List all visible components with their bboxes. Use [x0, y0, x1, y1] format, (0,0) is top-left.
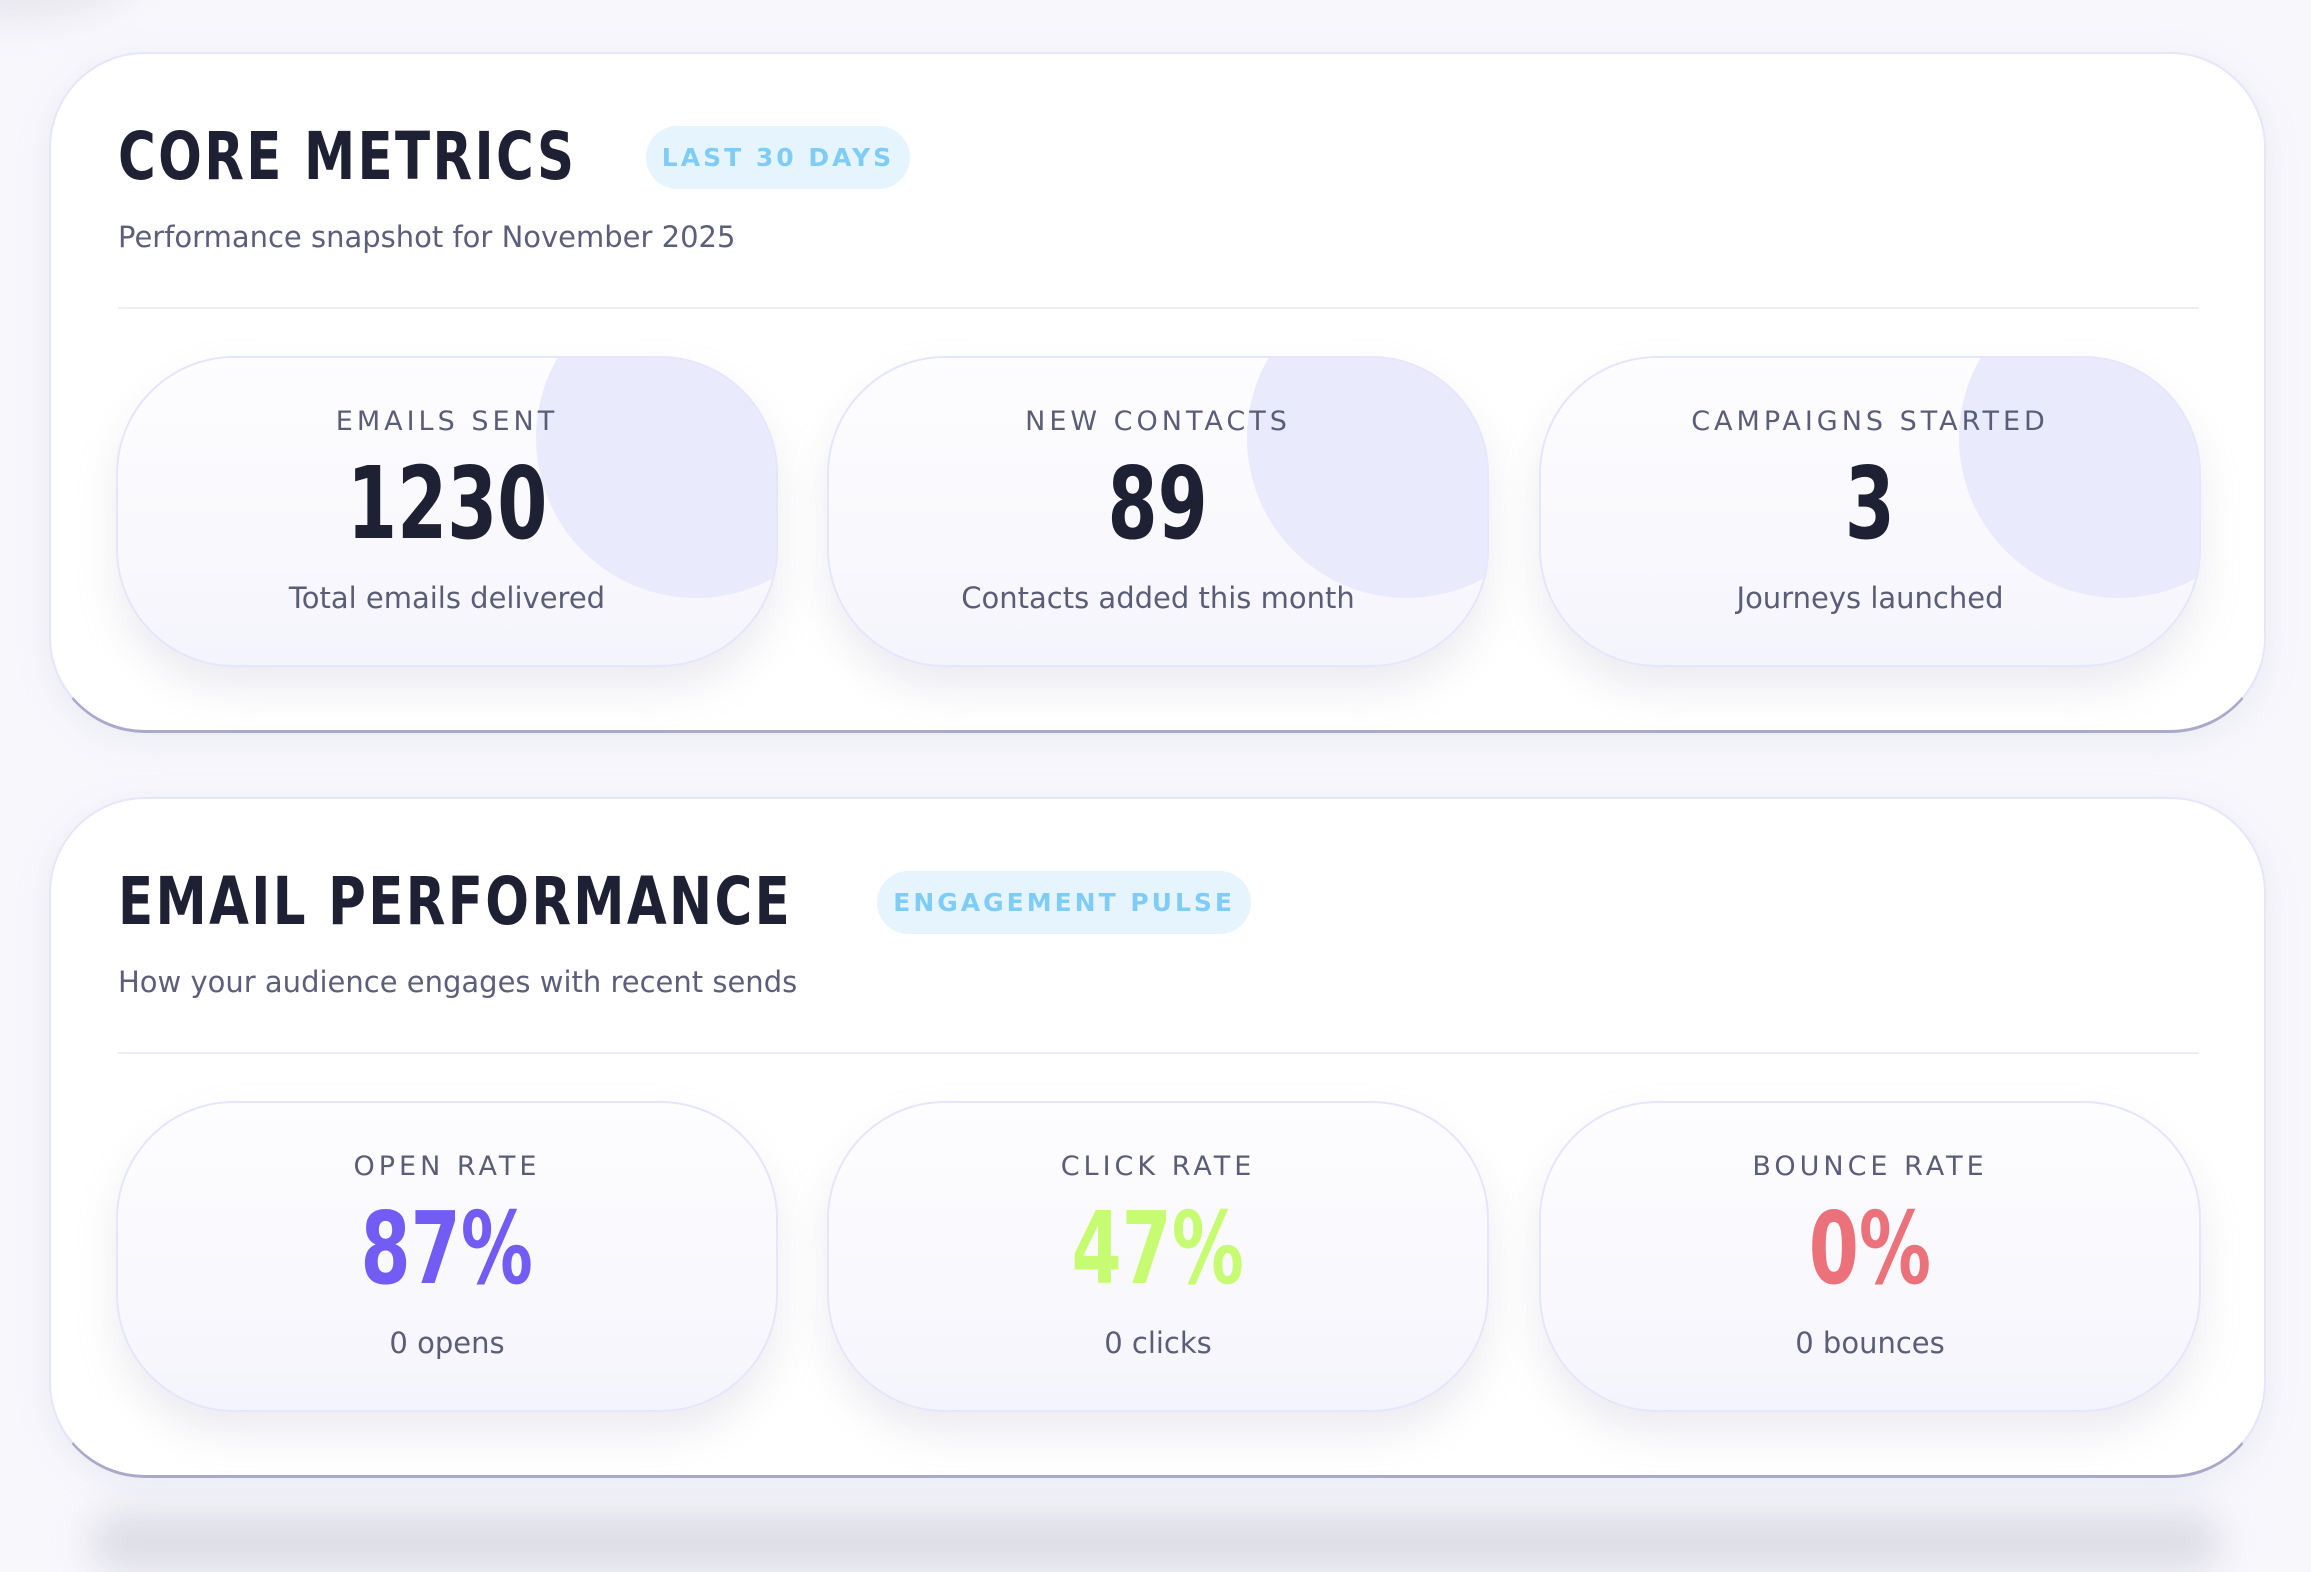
section-divider: [118, 1052, 2199, 1054]
decorative-circle: [536, 358, 776, 598]
metric-card-emails-sent: EMAILS SENT 1230 Total emails delivered: [116, 356, 778, 667]
email-performance-panel: EMAIL PERFORMANCE ENGAGEMENT PULSE How y…: [49, 797, 2266, 1478]
metric-value: 1230: [346, 445, 548, 562]
email-performance-header: EMAIL PERFORMANCE ENGAGEMENT PULSE: [118, 869, 1251, 935]
core-metrics-panel: CORE METRICS LAST 30 DAYS Performance sn…: [49, 52, 2266, 733]
metric-value: 0%: [1808, 1190, 1932, 1307]
metric-description: Journeys launched: [1736, 581, 2004, 615]
metric-card-campaigns-started: CAMPAIGNS STARTED 3 Journeys launched: [1539, 356, 2201, 667]
section-divider: [118, 307, 2199, 309]
metric-label: CAMPAIGNS STARTED: [1691, 406, 2049, 437]
engagement-badge: ENGAGEMENT PULSE: [877, 870, 1251, 934]
metric-card-bounce-rate: BOUNCE RATE 0% 0 bounces: [1539, 1101, 2201, 1412]
section-title: CORE METRICS: [118, 118, 577, 195]
next-panel-shadow: [90, 1512, 2221, 1572]
date-range-badge: LAST 30 DAYS: [645, 125, 911, 189]
decorative-circle: [1959, 358, 2199, 598]
metric-label: BOUNCE RATE: [1752, 1151, 1988, 1182]
decorative-circle: [1247, 358, 1487, 598]
metric-description: 0 clicks: [1104, 1326, 1212, 1360]
metric-card-click-rate: CLICK RATE 47% 0 clicks: [827, 1101, 1489, 1412]
metric-label: OPEN RATE: [353, 1151, 541, 1182]
section-subtitle: Performance snapshot for November 2025: [118, 220, 736, 254]
metric-description: Contacts added this month: [961, 581, 1355, 615]
metric-description: 0 opens: [389, 1326, 505, 1360]
section-subtitle: How your audience engages with recent se…: [118, 965, 798, 999]
metric-label: CLICK RATE: [1060, 1151, 1256, 1182]
section-title: EMAIL PERFORMANCE: [118, 863, 793, 940]
metric-card-new-contacts: NEW CONTACTS 89 Contacts added this mont…: [827, 356, 1489, 667]
core-metrics-header: CORE METRICS LAST 30 DAYS: [118, 118, 911, 195]
metric-value: 89: [1107, 445, 1209, 562]
metric-label: NEW CONTACTS: [1025, 406, 1291, 437]
metric-description: 0 bounces: [1795, 1326, 1945, 1360]
metric-value: 87%: [360, 1190, 534, 1307]
metric-card-open-rate: OPEN RATE 87% 0 opens: [116, 1101, 778, 1412]
metric-value: 47%: [1071, 1190, 1245, 1307]
metric-description: Total emails delivered: [288, 581, 606, 615]
top-left-shadow: [0, 0, 140, 20]
metric-value: 3: [1844, 445, 1896, 562]
metric-label: EMAILS SENT: [335, 406, 559, 437]
